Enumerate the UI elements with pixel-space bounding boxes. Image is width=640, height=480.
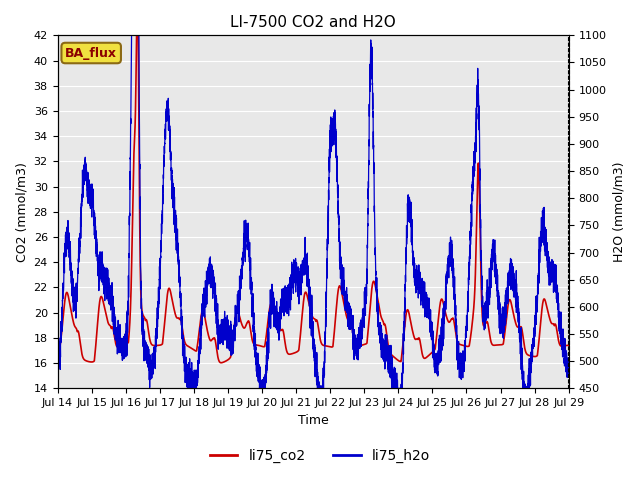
Legend: li75_co2, li75_h2o: li75_co2, li75_h2o <box>204 443 436 468</box>
Title: LI-7500 CO2 and H2O: LI-7500 CO2 and H2O <box>230 15 396 30</box>
Text: BA_flux: BA_flux <box>65 47 117 60</box>
X-axis label: Time: Time <box>298 414 328 427</box>
Y-axis label: CO2 (mmol/m3): CO2 (mmol/m3) <box>15 162 28 262</box>
Y-axis label: H2O (mmol/m3): H2O (mmol/m3) <box>612 162 625 262</box>
